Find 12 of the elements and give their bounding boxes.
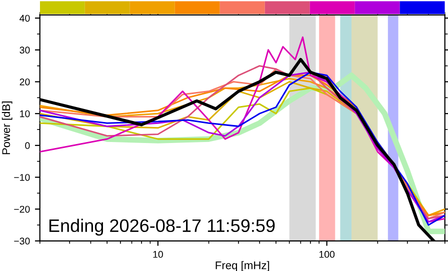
annotation: Ending 2026-08-17 11:59:59	[49, 218, 275, 236]
x-tick-label: 100	[319, 250, 335, 258]
y-tick-label: 30	[20, 46, 30, 54]
y-tick-label: 40	[20, 14, 30, 22]
y-tick-label: 20	[20, 78, 30, 86]
y-tick-label: 10	[20, 110, 30, 118]
x-axis-title: Freq [mHz]	[216, 261, 270, 271]
y-tick-label: 0	[25, 142, 30, 150]
y-axis-title: Power [dB]	[2, 102, 12, 154]
y-tick-label: −20	[14, 206, 30, 213]
y-tick-label: −10	[14, 174, 30, 181]
y-tick-label: −30	[14, 238, 30, 245]
